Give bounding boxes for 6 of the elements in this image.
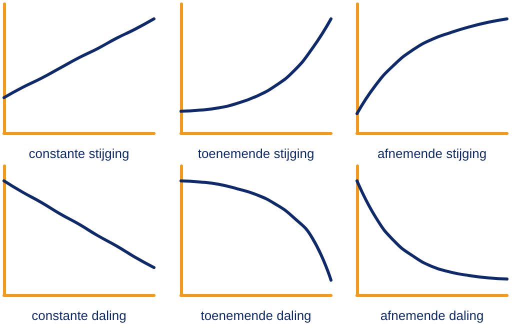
x-axis-title: constante stijging [28,146,130,161]
x-axis-title: afnemende daling [380,308,484,323]
x-axis-title: toenemende daling [200,308,312,323]
x-axis-title: constante daling [32,308,126,323]
x-axis-title: toenemende stijging [198,146,314,161]
x-axis-title: afnemende stijging [377,146,487,161]
